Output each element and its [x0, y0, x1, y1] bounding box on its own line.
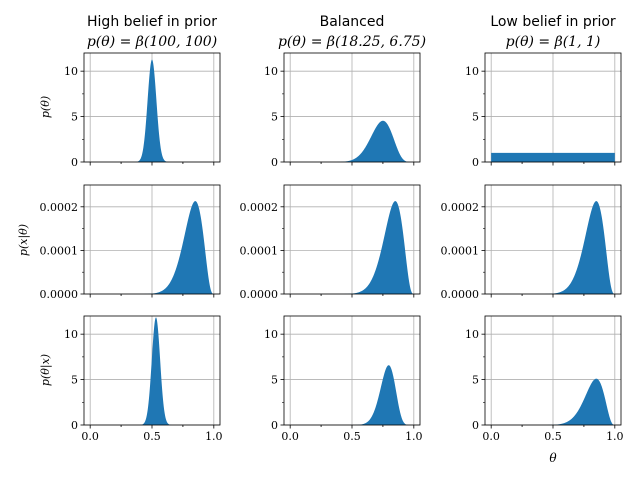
column-title-2: Low belief in prior — [490, 14, 616, 30]
x-tick-label-2: 1.0 — [205, 430, 223, 443]
x-tick-label-1: 0.5 — [343, 430, 361, 443]
density-area — [90, 201, 214, 294]
subplot-r0-c0: 0 5 10 — [64, 52, 221, 169]
subplot-r0-c1: 0 5 10 — [264, 52, 421, 169]
y-tick-label-1: 5 — [71, 111, 78, 124]
subplot-r1-c0: 0.0000 0.0001 0.0002 — [40, 184, 221, 301]
density-area — [491, 201, 615, 294]
row-label-2: p(θ|x) — [39, 354, 53, 386]
density-area — [491, 378, 615, 425]
y-tick-label-1: 5 — [271, 111, 278, 124]
y-tick-label-0: 0.0000 — [441, 288, 480, 301]
y-tick-label-0: 0 — [271, 156, 278, 169]
density-area — [290, 120, 414, 162]
column-title-0: High belief in prior — [87, 14, 217, 30]
x-tick-label-0: 0.0 — [281, 430, 299, 443]
x-tick-label-1: 0.5 — [544, 430, 562, 443]
column-subtitle-0: p(θ) = β(100, 100) — [87, 34, 217, 50]
y-tick-label-0: 0.0000 — [40, 288, 79, 301]
y-tick-label-1: 0.0001 — [441, 244, 480, 257]
subplot-r1-c2: 0.0000 0.0001 0.0002 — [441, 184, 622, 301]
column-title-1: Balanced — [320, 14, 385, 30]
y-tick-label-2: 10 — [465, 328, 479, 341]
y-tick-label-2: 10 — [64, 328, 78, 341]
density-area — [90, 317, 214, 425]
y-tick-label-2: 10 — [264, 65, 278, 78]
y-tick-label-0: 0 — [472, 156, 479, 169]
density-area — [290, 201, 414, 294]
subplot-r1-c1: 0.0000 0.0001 0.0002 — [240, 184, 421, 301]
y-tick-label-2: 10 — [264, 328, 278, 341]
x-axis-label: θ — [549, 451, 557, 465]
x-tick-label-1: 0.5 — [143, 430, 161, 443]
subplot-grid: 0510051005100.00000.00010.00020.00000.00… — [40, 52, 624, 443]
y-tick-label-2: 0.0002 — [240, 201, 279, 214]
y-tick-label-2: 10 — [64, 65, 78, 78]
y-tick-label-1: 0.0001 — [240, 244, 279, 257]
y-tick-label-1: 5 — [71, 374, 78, 387]
subplot-r2-c0: 0 5 10 0.0 0.5 1.0 — [64, 315, 223, 443]
row-labels: p(θ) p(x|θ) p(θ|x) — [17, 96, 53, 386]
y-tick-label-1: 5 — [472, 374, 479, 387]
density-area — [491, 152, 615, 162]
y-tick-label-2: 0.0002 — [40, 201, 79, 214]
y-tick-label-1: 5 — [472, 111, 479, 124]
x-tick-label-2: 1.0 — [606, 430, 624, 443]
row-label-1: p(x|θ) — [17, 224, 31, 256]
row-label-0: p(θ) — [39, 96, 52, 118]
y-tick-label-0: 0 — [472, 419, 479, 432]
y-tick-label-2: 0.0002 — [441, 201, 480, 214]
x-tick-label-2: 1.0 — [405, 430, 423, 443]
density-area — [90, 59, 214, 162]
y-tick-label-0: 0 — [71, 419, 78, 432]
column-titles: High belief in prior p(θ) = β(100, 100) … — [87, 14, 616, 50]
y-tick-label-1: 0.0001 — [40, 244, 79, 257]
density-area — [290, 365, 414, 425]
x-tick-label-0: 0.0 — [81, 430, 99, 443]
y-tick-label-0: 0 — [271, 419, 278, 432]
subplot-r2-c2: 0 5 10 0.0 0.5 1.0 — [465, 315, 624, 443]
y-tick-label-0: 0 — [71, 156, 78, 169]
y-tick-label-1: 5 — [271, 374, 278, 387]
column-subtitle-2: p(θ) = β(1, 1) — [506, 34, 601, 50]
x-tick-label-0: 0.0 — [482, 430, 500, 443]
y-tick-label-0: 0.0000 — [240, 288, 279, 301]
column-subtitle-1: p(θ) = β(18.25, 6.75) — [278, 34, 426, 50]
subplot-r2-c1: 0 5 10 0.0 0.5 1.0 — [264, 315, 423, 443]
y-tick-label-2: 10 — [465, 65, 479, 78]
subplot-r0-c2: 0 5 10 — [465, 52, 622, 169]
